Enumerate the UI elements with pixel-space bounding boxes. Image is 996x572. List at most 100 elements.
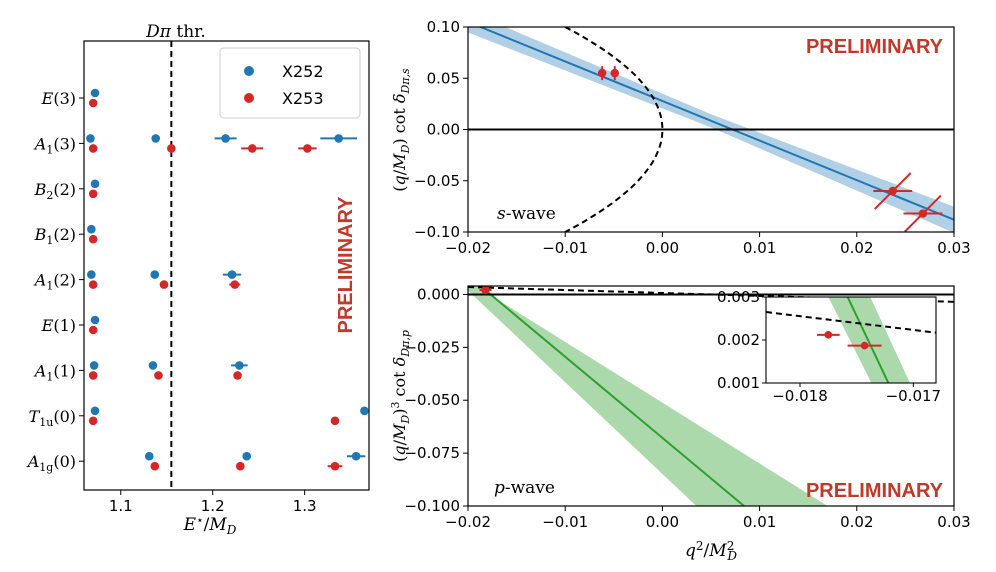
point-x252-12 — [148, 361, 158, 370]
point-x252-0 — [90, 88, 100, 98]
point-x252-9 — [227, 270, 237, 279]
point-x252-3 — [221, 134, 230, 143]
swave-xtick-label-1: −0.01 — [542, 239, 588, 257]
point-x252-13 — [235, 361, 244, 370]
inset-fit-band — [828, 297, 910, 383]
point-x252-1 — [86, 134, 95, 143]
pwave-ytick-label-3: −0.025 — [404, 338, 460, 356]
point-x253-16 — [150, 461, 160, 471]
pwave-xlabel: q2/M2 D — [685, 539, 737, 563]
inset-ytick-label-1: 0.002 — [717, 331, 760, 349]
inset-ytick-label-0: 0.001 — [717, 374, 760, 392]
pwave-xtick-label-2: 0.00 — [646, 513, 679, 531]
point-x253-5 — [88, 189, 98, 199]
point-x253-12 — [154, 371, 163, 380]
point-x252-18 — [351, 451, 361, 461]
pwave-ytick-label-1: −0.075 — [404, 444, 460, 462]
swave-ytick-label-4: 0.10 — [427, 18, 460, 36]
point-x253-9 — [230, 280, 240, 289]
inset-ytick-label-2: 0.003 — [717, 288, 760, 306]
swave-xtick-label-2: 0.00 — [646, 239, 679, 257]
inset-point-0 — [824, 331, 833, 339]
point-x253-18 — [330, 461, 340, 471]
spectrum-category-2: B2(2) — [34, 180, 76, 202]
inset-xtick-label-0: −0.018 — [772, 387, 828, 405]
inset-fit-line — [846, 297, 890, 383]
pwave-watermark: PRELIMINARY — [806, 480, 944, 502]
point-x253-11 — [88, 371, 98, 380]
point-x253-10 — [88, 325, 98, 335]
pwave-ytick-label-0: −0.100 — [404, 497, 460, 515]
swave-point-1 — [610, 68, 619, 78]
pwave-ytick-label-2: −0.050 — [404, 391, 460, 409]
legend-box — [219, 47, 361, 119]
pwave-fit-band — [468, 286, 828, 506]
point-x253-14 — [88, 416, 98, 426]
point-x252-10 — [90, 315, 100, 325]
point-x253-4 — [303, 144, 312, 153]
point-x252-11 — [89, 361, 99, 370]
swave-xtick-label-3: 0.01 — [743, 239, 776, 257]
legend-label-x253: X253 — [282, 89, 324, 108]
point-x252-17 — [242, 451, 252, 461]
point-x252-8 — [150, 270, 160, 279]
spectrum-axes-frame — [83, 40, 370, 491]
swave-annotation: s-wave — [497, 204, 556, 224]
point-x252-2 — [151, 134, 161, 143]
pwave-annotation: p-wave — [494, 478, 555, 498]
swave-dashed-curve — [564, 27, 664, 232]
spectrum-category-6: A1(1) — [33, 361, 76, 383]
point-x253-3 — [247, 144, 257, 153]
inset-point-1 — [860, 341, 869, 350]
point-x253-0 — [88, 98, 98, 108]
swave-point-0 — [597, 68, 607, 78]
point-x252-6 — [87, 224, 96, 234]
swave-xtick-label-0: −0.02 — [445, 239, 491, 257]
pwave-xtick-label-1: −0.01 — [542, 513, 588, 531]
point-x253-8 — [159, 280, 169, 289]
spectrum-xtick-label-2: 1.3 — [293, 497, 317, 515]
pwave-xtick-label-0: −0.02 — [445, 513, 491, 531]
point-x253-7 — [88, 280, 98, 289]
threshold-label: Dπ thr. — [145, 22, 206, 42]
point-x253-17 — [235, 461, 245, 471]
point-x252-7 — [87, 270, 96, 279]
spectrum-category-1: A1(3) — [33, 134, 76, 156]
pwave-fit-line — [479, 286, 745, 506]
point-x253-15 — [330, 416, 340, 426]
swave-ytick-label-0: −0.10 — [414, 223, 460, 241]
point-x253-2 — [167, 144, 176, 153]
legend-marker-x252 — [244, 66, 254, 76]
pwave-inset: −0.018 −0.017 0.001 0.002 0.003 — [717, 288, 941, 405]
point-x253-1 — [88, 144, 98, 153]
spectrum-xtick-label-0: 1.1 — [109, 497, 133, 515]
point-x252-15 — [360, 406, 369, 416]
swave-xtick-label-5: 0.03 — [937, 239, 970, 257]
point-x253-6 — [88, 234, 98, 244]
pwave-panel: −0.02 −0.01 0.00 0.01 0.02 0.03 −0.100 −0.075 −0… — [389, 285, 971, 563]
swave-ytick-label-2: 0.00 — [427, 121, 460, 139]
point-x253-13 — [233, 371, 242, 380]
swave-watermark: PRELIMINARY — [806, 36, 944, 58]
spectrum-category-8: A1g(0) — [26, 452, 76, 474]
spectrum-category-7: T1u(0) — [29, 407, 76, 429]
swave-ylabel: (q/MD) cot δDπ,s — [390, 68, 412, 192]
spectrum-category-3: B1(2) — [34, 225, 76, 247]
pwave-xtick-label-3: 0.01 — [743, 513, 776, 531]
spectrum-category-5: E(1) — [41, 316, 76, 335]
inset-dashed-line — [766, 311, 936, 334]
pwave-axes-frame — [467, 285, 955, 507]
swave-xtick-label-4: 0.02 — [840, 239, 873, 257]
spectrum-watermark: PRELIMINARY — [335, 196, 357, 334]
swave-ytick-label-1: −0.05 — [414, 172, 460, 190]
legend-marker-x253 — [244, 93, 254, 103]
spectrum-panel: 1.1 1.2 1.3 E(3) A1(3) B2(2) B1(2) A1(2) E(1) A1… — [26, 22, 370, 537]
swave-panel: −0.02 −0.01 0.00 0.01 0.02 0.03 −0.10 −0.05 0.00… — [390, 18, 971, 257]
point-x252-14 — [90, 406, 100, 416]
pwave-ylabel: (q/MD)3 cot δDπ,p — [389, 330, 412, 462]
swave-point-3 — [918, 209, 928, 218]
inset-xtick-label-1: −0.017 — [886, 387, 942, 405]
point-x252-16 — [144, 451, 154, 461]
spectrum-xtick-label-1: 1.2 — [201, 497, 225, 515]
